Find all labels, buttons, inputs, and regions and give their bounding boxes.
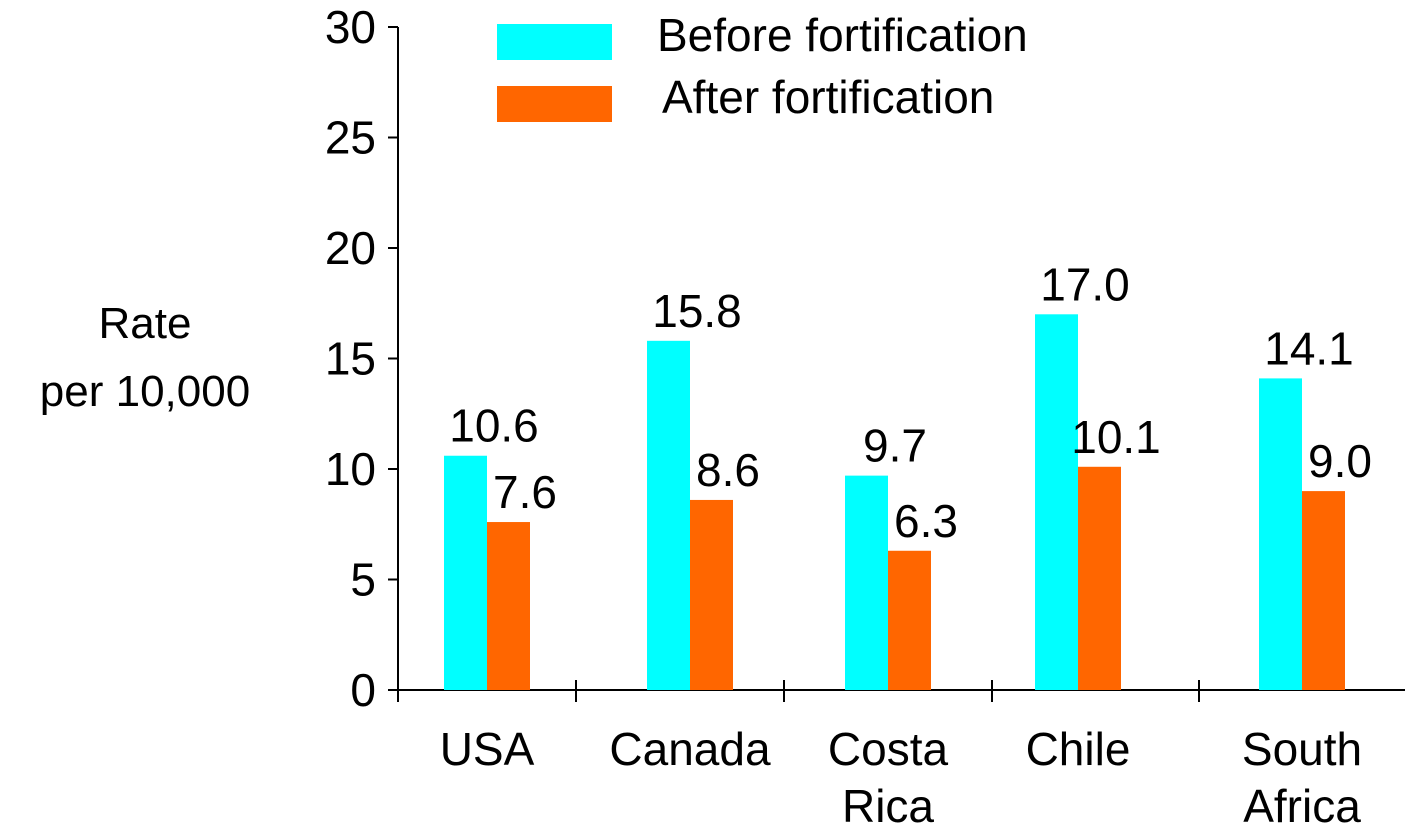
y-tick-label: 10 — [325, 443, 376, 495]
bar-after — [487, 522, 530, 690]
y-axis-label: Rate per 10,000 — [0, 290, 290, 426]
legend-swatch-before — [497, 24, 612, 60]
x-tick-label: Rica — [842, 780, 934, 832]
y-tick-label: 15 — [325, 333, 376, 385]
data-label-before: 14.1 — [1264, 322, 1354, 374]
y-tick-label: 25 — [325, 112, 376, 164]
x-tick-label: South — [1242, 723, 1362, 775]
bar-after — [1302, 491, 1345, 690]
x-tick-label: Canada — [609, 723, 771, 775]
y-tick-label: 0 — [350, 664, 376, 716]
bar-after — [1078, 466, 1121, 690]
data-label-after: 6.3 — [894, 495, 958, 547]
data-label-after: 7.6 — [493, 466, 557, 518]
data-label-before: 9.7 — [863, 420, 927, 472]
bar-after — [888, 550, 931, 690]
bar-before — [845, 475, 888, 690]
y-tick-label: 5 — [350, 554, 376, 606]
x-tick-label: Africa — [1243, 780, 1361, 832]
bar-after — [690, 499, 733, 690]
y-axis-label-line-2: per 10,000 — [39, 367, 251, 416]
data-label-after: 9.0 — [1308, 435, 1372, 487]
x-tick-label: Chile — [1026, 723, 1131, 775]
bar-before — [1259, 378, 1302, 690]
data-label-before: 17.0 — [1040, 258, 1130, 310]
bar-before — [1035, 314, 1078, 690]
y-tick-label: 20 — [325, 222, 376, 274]
legend-label-after: After fortification — [662, 71, 995, 123]
x-tick-label: USA — [440, 723, 535, 775]
data-label-before: 15.8 — [652, 285, 742, 337]
bar-before — [647, 340, 690, 690]
x-tick-label: Costa — [828, 723, 949, 775]
data-label-after: 10.1 — [1071, 411, 1161, 463]
legend-label-before: Before fortification — [657, 9, 1028, 61]
y-tick-label: 30 — [325, 1, 376, 53]
bar-before — [444, 455, 487, 690]
legend-swatch-after — [497, 86, 612, 122]
y-axis-label-line-1: Rate — [98, 299, 192, 348]
data-label-before: 10.6 — [449, 400, 539, 452]
data-label-after: 8.6 — [696, 444, 760, 496]
